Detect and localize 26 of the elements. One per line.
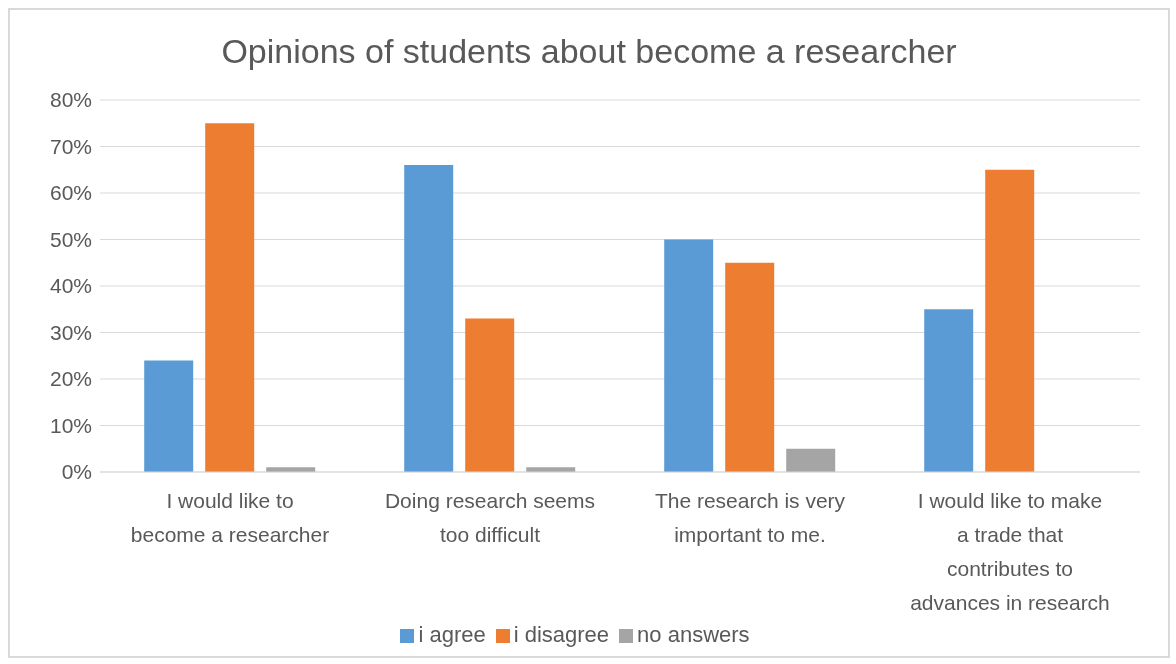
bar [664,239,714,472]
bar [205,123,255,472]
bar [725,262,775,472]
x-tick-label: I would like to become a researcher [130,489,330,546]
chart-title: Opinions of students about become a researcher [220,31,958,72]
bar [924,309,974,472]
y-tick-label: 50% [49,227,92,251]
x-tick-label: The research is very important to me. [654,489,846,546]
y-tick-label: 10% [49,413,92,437]
y-tick-label: 60% [49,181,92,205]
legend-label: no answers [637,622,750,647]
x-tick-label: Doing research seems too difficult [384,489,596,546]
bar [465,318,515,472]
y-tick-label: 0% [61,460,92,484]
y-tick-label: 20% [49,367,92,391]
legend-label: i agree [418,622,486,647]
bar [144,360,194,472]
legend-label: i disagree [513,622,610,647]
x-tick-label: I would like to make a trade that contributes to advances in research [910,489,1110,614]
y-tick-label: 40% [49,274,92,298]
y-tick-label: 80% [49,88,92,112]
bar [786,448,836,472]
y-tick-label: 30% [49,320,92,344]
bar [404,165,454,472]
bar [985,169,1035,472]
y-tick-label: 70% [49,134,92,158]
